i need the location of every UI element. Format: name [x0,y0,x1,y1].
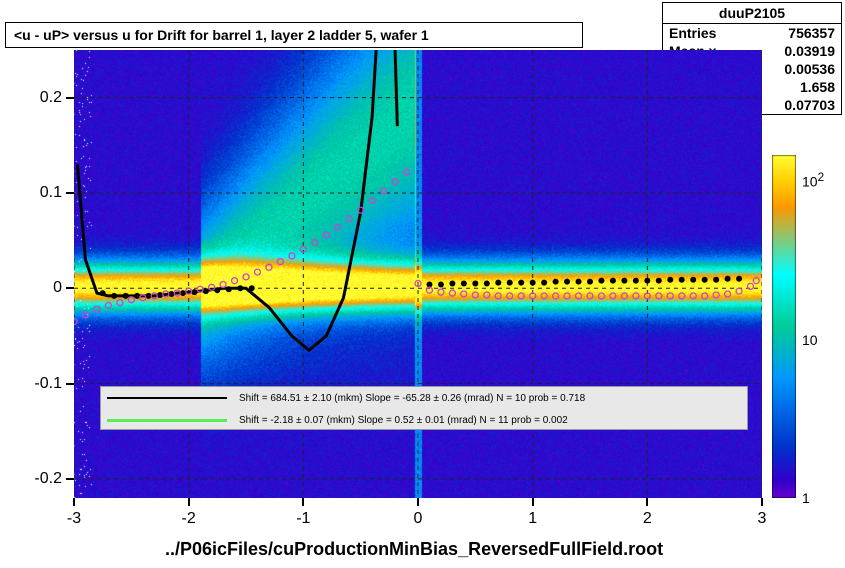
colorbar-label: 102 [802,171,824,190]
legend-text: Shift = 684.51 ± 2.10 (mkm) Slope = -65.… [239,393,585,404]
legend-box: Shift = 684.51 ± 2.10 (mkm) Slope = -65.… [100,386,748,430]
y-tick-label: -0.2 [34,470,62,488]
chart-title: <u - uP> versus u for Drift for barrel 1… [5,22,583,48]
stats-row: Entries756357 [663,24,841,42]
x-tick-label: -2 [182,510,196,528]
colorbar-label: 1 [802,490,810,506]
chart-container: <u - uP> versus u for Drift for barrel 1… [0,0,845,568]
legend-row: Shift = -2.18 ± 0.07 (mkm) Slope = 0.52 … [101,409,747,431]
x-axis: -3-2-10123 [74,498,762,528]
y-tick-label: 0.1 [40,184,62,202]
x-tick-label: 3 [758,510,767,528]
y-tick-label: 0.2 [40,89,62,107]
legend-row: Shift = 684.51 ± 2.10 (mkm) Slope = -65.… [101,387,747,409]
legend-text: Shift = -2.18 ± 0.07 (mkm) Slope = 0.52 … [239,415,568,426]
y-axis: -0.2 -0.1 0 0.1 0.2 [0,50,74,498]
colorbar [772,155,796,498]
x-tick-label: -3 [67,510,81,528]
x-tick-label: -1 [296,510,310,528]
y-tick-label: -0.1 [34,375,62,393]
legend-line [107,397,227,399]
x-tick-label: 1 [528,510,537,528]
x-tick-label: 0 [414,510,423,528]
x-tick-label: 2 [643,510,652,528]
colorbar-labels: 102101 [802,155,842,498]
legend-line [107,419,227,422]
footer-path: ../P06icFiles/cuProductionMinBias_Revers… [165,539,663,560]
stats-name: duuP2105 [663,3,841,24]
y-tick-label: 0 [53,279,62,297]
colorbar-label: 10 [802,332,818,348]
